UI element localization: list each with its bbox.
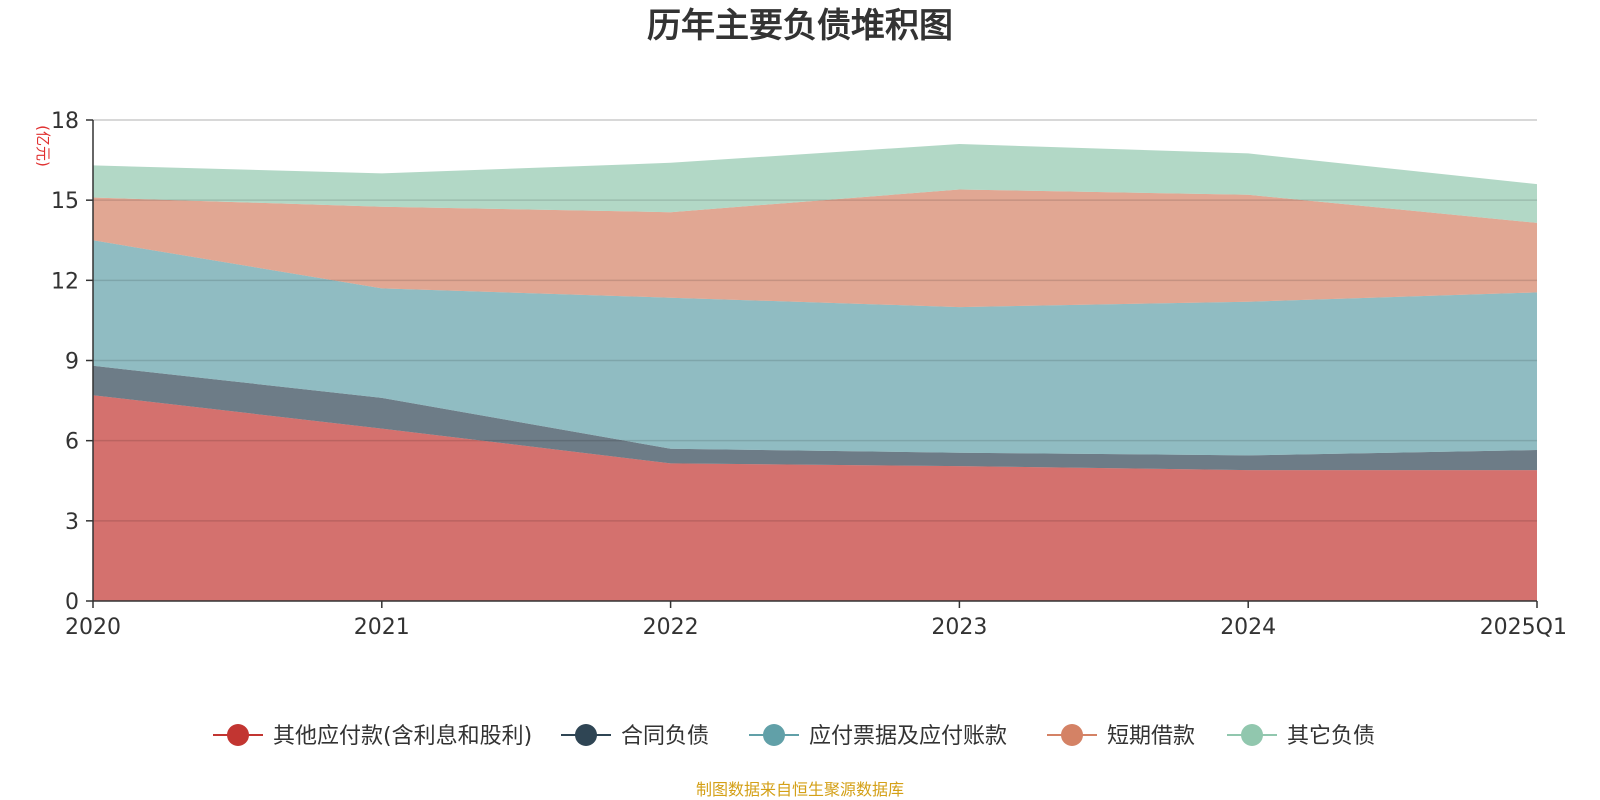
legend-label-0: 其他应付款(含利息和股利)	[273, 724, 532, 749]
legend-label-4: 其它负债	[1287, 724, 1375, 749]
legend-label-3: 短期借款	[1107, 724, 1195, 749]
y-tick-label-5: 15	[51, 189, 79, 214]
legend-marker-4	[1241, 724, 1263, 746]
x-tick-label-0: 2020	[65, 615, 121, 640]
chart-title: 历年主要负债堆积图	[647, 6, 953, 46]
area-1[interactable]	[93, 365, 1537, 471]
legend-item-0[interactable]: 其他应付款(含利息和股利)	[213, 724, 532, 749]
legend-item-4[interactable]: 其它负债	[1227, 724, 1375, 749]
data-source-note: 制图数据来自恒生聚源数据库	[696, 780, 904, 799]
x-tick-label-2: 2022	[643, 615, 699, 640]
legend-marker-2	[763, 724, 785, 746]
y-tick-label-2: 6	[65, 430, 79, 455]
legend-marker-3	[1061, 724, 1083, 746]
y-tick-label-4: 12	[51, 269, 79, 294]
area-series	[93, 144, 1537, 601]
x-tick-label-1: 2021	[354, 615, 410, 640]
x-tick-label-5: 2025Q1	[1480, 615, 1567, 640]
legend-marker-0	[227, 724, 249, 746]
area-3[interactable]	[93, 189, 1537, 308]
y-tick-label-0: 0	[65, 590, 79, 615]
legend-item-1[interactable]: 合同负债	[561, 724, 709, 749]
area-4[interactable]	[93, 144, 1537, 223]
y-tick-label-6: 18	[51, 109, 79, 134]
y-axis-unit-label: (亿元)	[34, 125, 52, 167]
y-tick-label-1: 3	[65, 510, 79, 535]
area-2[interactable]	[93, 240, 1537, 456]
legend-item-3[interactable]: 短期借款	[1047, 724, 1195, 749]
y-tick-label-3: 9	[65, 350, 79, 375]
legend-label-1: 合同负债	[621, 724, 709, 749]
x-tick-label-3: 2023	[931, 615, 987, 640]
legend-label-2: 应付票据及应付账款	[809, 724, 1007, 749]
area-0[interactable]	[93, 395, 1537, 601]
legend-item-2[interactable]: 应付票据及应付账款	[749, 724, 1007, 749]
legend[interactable]: 其他应付款(含利息和股利) 合同负债 应付票据及应付账款 短期借款 其它负债	[213, 724, 1375, 749]
axes: 0 3 6 9 12 15 18 2020 2021 2022 2023 2024 2025Q1	[51, 109, 1567, 640]
x-tick-label-4: 2024	[1220, 615, 1276, 640]
legend-marker-1	[575, 724, 597, 746]
